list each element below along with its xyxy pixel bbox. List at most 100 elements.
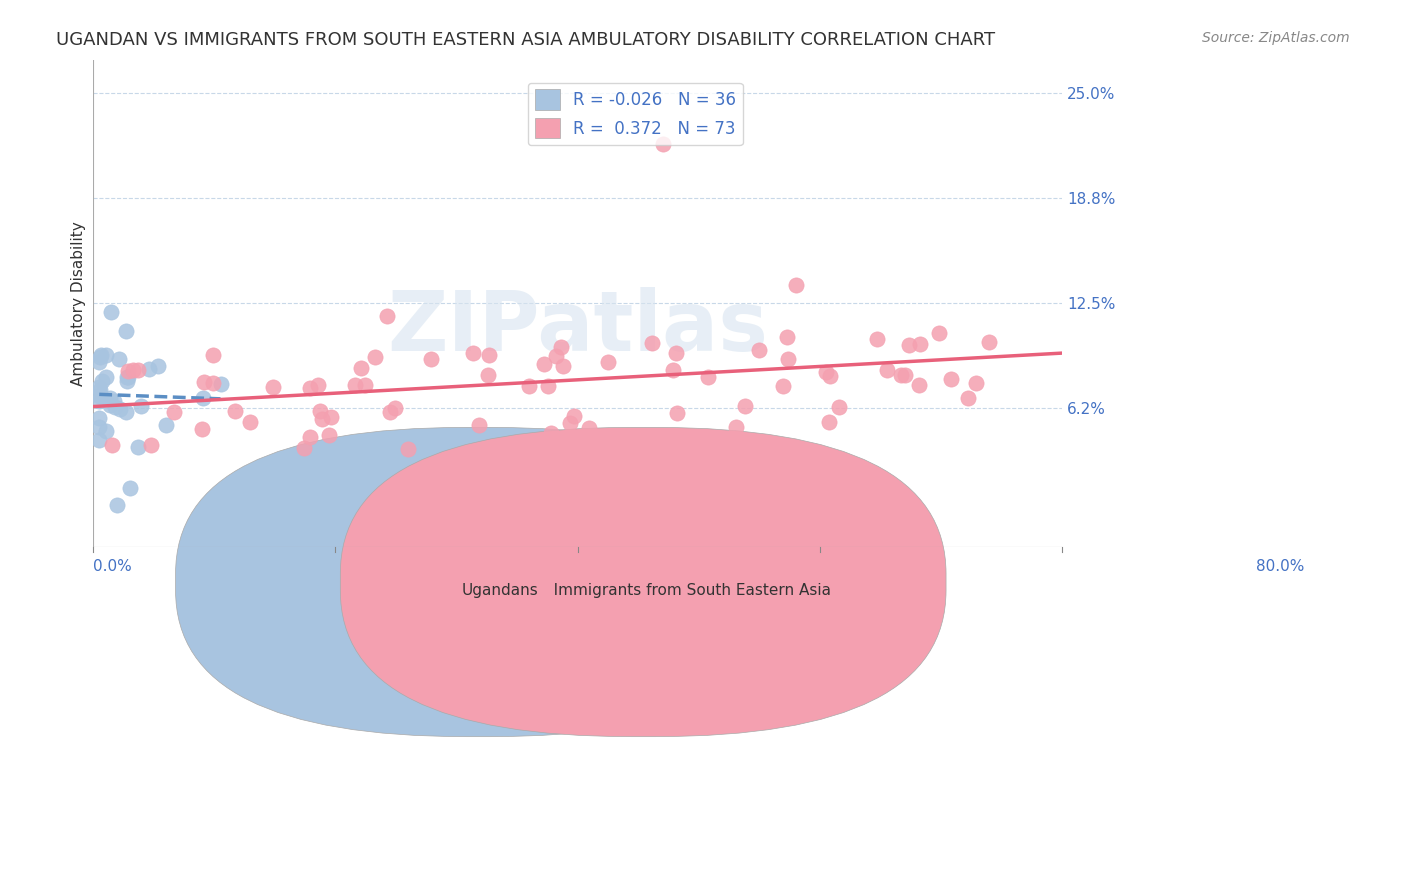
Point [114,405,136,419]
Point [396,442,419,456]
Point [560,416,582,430]
Point [89,419,111,434]
Point [122,362,145,376]
Point [299,430,322,444]
Point [908,377,931,392]
Point [138,362,160,376]
Point [104,401,127,415]
Point [375,310,398,324]
Point [89,383,111,397]
Point [364,350,387,364]
Point [350,361,373,376]
Point [897,338,920,352]
Point [641,336,664,351]
Point [517,378,540,392]
Point [578,420,600,434]
Point [100,438,122,452]
Point [201,376,224,390]
Point [696,370,718,384]
Point [748,343,770,357]
Point [89,433,111,447]
Point [98,392,121,406]
Point [117,369,139,384]
Point [89,380,111,394]
Point [294,441,316,455]
Point [651,136,673,151]
Point [550,340,572,354]
Point [117,364,139,378]
Point [420,351,443,366]
Point [939,372,962,386]
Point [318,428,340,442]
Point [146,359,169,373]
FancyBboxPatch shape [340,427,946,737]
Point [890,368,912,383]
Point [127,440,149,454]
Point [908,336,931,351]
Point [127,363,149,377]
Point [537,379,560,393]
Text: Source: ZipAtlas.com: Source: ZipAtlas.com [1202,31,1350,45]
Point [477,368,499,382]
Point [562,409,585,423]
Point [239,415,262,429]
Point [380,405,402,419]
Point [89,350,111,364]
Point [209,376,232,391]
Point [262,380,284,394]
Point [94,348,117,362]
Point [876,363,898,377]
Point [94,369,117,384]
Point [553,359,575,374]
Point [384,401,406,416]
Text: UGANDAN VS IMMIGRANTS FROM SOUTH EASTERN ASIA AMBULATORY DISABILITY CORRELATION : UGANDAN VS IMMIGRANTS FROM SOUTH EASTERN… [56,31,995,49]
Point [110,401,132,416]
Point [966,376,988,391]
Point [191,422,214,436]
Point [463,346,485,360]
Point [540,425,562,440]
Point [778,352,800,367]
Text: 80.0%: 80.0% [1257,559,1305,574]
Legend: R = -0.026   N = 36, R =  0.372   N = 73: R = -0.026 N = 36, R = 0.372 N = 73 [527,83,742,145]
Point [977,334,1000,349]
Point [665,345,688,359]
Point [118,481,141,495]
Y-axis label: Ambulatory Disability: Ambulatory Disability [72,221,86,385]
Point [98,398,121,412]
Point [90,348,112,362]
Point [115,374,138,388]
Point [129,399,152,413]
Point [598,355,620,369]
Point [477,348,499,362]
Point [354,378,377,392]
Point [544,349,567,363]
Point [89,389,111,403]
Text: Ugandans: Ugandans [461,583,538,599]
Text: ZIPatlas: ZIPatlas [387,287,768,368]
Point [141,438,163,452]
Point [96,425,118,439]
Point [201,348,224,362]
Point [89,393,111,408]
Point [191,391,214,405]
Point [163,405,186,419]
Point [107,498,129,512]
Point [772,379,794,393]
Point [309,404,332,418]
Point [319,410,342,425]
Point [785,278,807,293]
Point [928,326,950,341]
Point [344,378,367,392]
Point [89,354,111,368]
Point [662,363,685,377]
Point [103,393,125,408]
Point [224,403,246,417]
Point [115,324,138,338]
Point [108,351,131,366]
Point [533,357,555,371]
Point [818,369,841,384]
Point [89,411,111,425]
Point [734,399,756,413]
Point [814,365,837,379]
